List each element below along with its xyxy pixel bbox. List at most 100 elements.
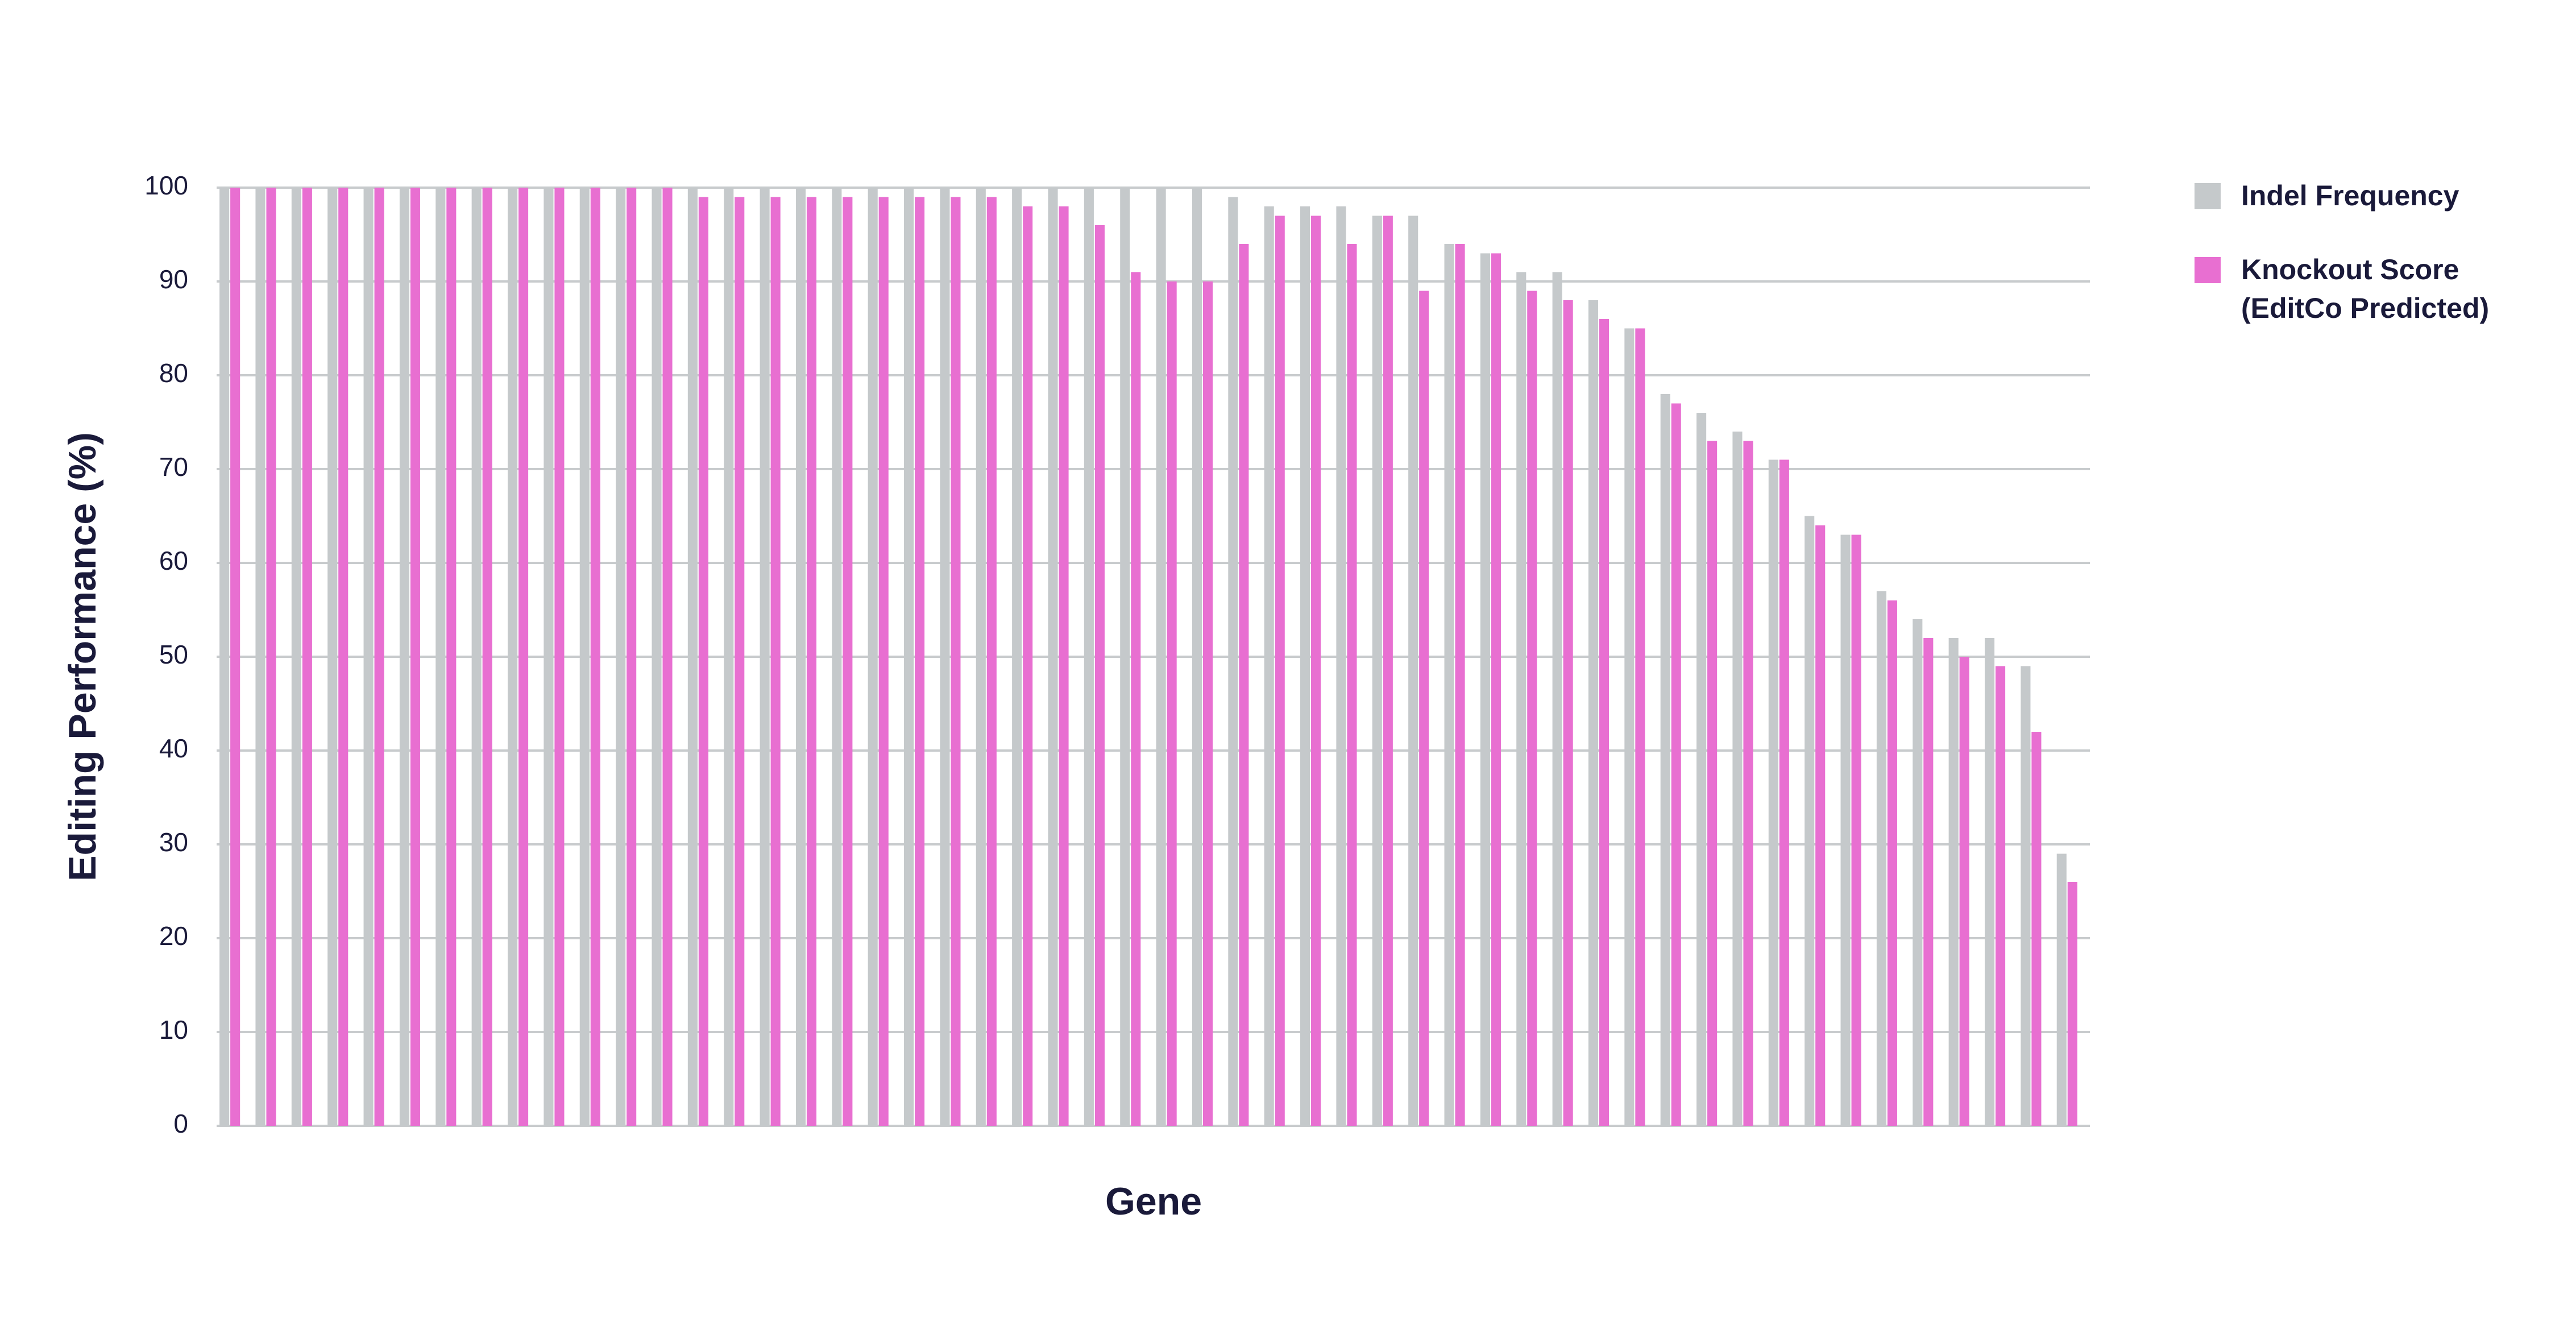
y-tick-label: 90 xyxy=(159,264,188,294)
bar xyxy=(1671,403,1681,1126)
bar xyxy=(1228,197,1238,1126)
bar xyxy=(1408,215,1418,1126)
bar xyxy=(795,188,806,1126)
bar xyxy=(832,188,842,1126)
bar xyxy=(1887,600,1897,1126)
bar xyxy=(976,188,986,1126)
y-tick-label: 100 xyxy=(144,171,188,200)
bar xyxy=(435,188,446,1126)
bar xyxy=(302,188,312,1126)
bar xyxy=(1696,413,1707,1126)
bar xyxy=(1552,272,1562,1126)
bar xyxy=(579,188,590,1126)
bar xyxy=(1851,534,1861,1126)
bar xyxy=(915,197,925,1126)
bar xyxy=(940,188,950,1126)
bar xyxy=(735,197,745,1126)
bar xyxy=(1059,206,1069,1126)
y-tick-label: 30 xyxy=(159,827,188,857)
bar xyxy=(1768,459,1778,1126)
bar xyxy=(1959,657,1969,1126)
bar xyxy=(1516,272,1526,1126)
bar xyxy=(1311,215,1321,1126)
bar xyxy=(698,197,708,1126)
bar xyxy=(327,188,338,1126)
y-tick-label: 60 xyxy=(159,546,188,575)
bar xyxy=(1599,319,1610,1126)
y-tick-label: 10 xyxy=(159,1015,188,1045)
bar xyxy=(1239,244,1249,1126)
y-tick-label: 20 xyxy=(159,921,188,951)
bar xyxy=(1455,244,1465,1126)
bar xyxy=(1948,638,1959,1126)
bar xyxy=(1984,638,1995,1126)
bar xyxy=(507,188,518,1126)
bar xyxy=(1383,215,1393,1126)
bar xyxy=(951,197,961,1126)
bar xyxy=(760,188,770,1126)
legend-label: Knockout Score (EditCo Predicted) xyxy=(2241,254,2490,324)
bar xyxy=(2021,666,2031,1126)
bar xyxy=(446,188,457,1126)
bar xyxy=(291,188,301,1126)
bar xyxy=(1012,188,1022,1126)
bar xyxy=(338,188,349,1126)
bar xyxy=(1264,206,1274,1126)
bar xyxy=(627,188,637,1126)
bar xyxy=(554,188,565,1126)
bar xyxy=(1372,215,1382,1126)
bar xyxy=(986,197,997,1126)
bar xyxy=(1840,534,1851,1126)
bar xyxy=(1480,253,1490,1126)
bar xyxy=(230,188,240,1126)
legend: Indel Frequency Knockout Score (EditCo Pr… xyxy=(2195,176,2560,363)
bar xyxy=(255,188,266,1126)
bar xyxy=(1660,394,1670,1126)
bar xyxy=(1635,328,1645,1126)
y-tick-label: 80 xyxy=(159,358,188,388)
bar xyxy=(724,188,734,1126)
bar xyxy=(616,188,626,1126)
bar xyxy=(2056,853,2067,1126)
bar xyxy=(2031,732,2042,1126)
bar xyxy=(544,188,554,1126)
y-tick-label: 40 xyxy=(159,733,188,763)
bar xyxy=(1923,638,1934,1126)
bar xyxy=(1275,215,1285,1126)
bar xyxy=(471,188,482,1126)
y-axis-title: Editing Performance (%) xyxy=(61,432,104,881)
bar xyxy=(1779,459,1789,1126)
bar xyxy=(266,188,276,1126)
legend-item: Knockout Score (EditCo Predicted) xyxy=(2195,250,2560,328)
bar xyxy=(1995,666,2006,1126)
bar xyxy=(1167,281,1177,1126)
x-axis-title: Gene xyxy=(1105,1180,1202,1223)
bar xyxy=(1084,188,1094,1126)
bar xyxy=(1527,291,1537,1126)
bar xyxy=(399,188,410,1126)
bar xyxy=(2067,882,2077,1126)
bar xyxy=(1300,206,1310,1126)
bar xyxy=(843,197,853,1126)
bar xyxy=(687,188,698,1126)
bar xyxy=(482,188,492,1126)
bar xyxy=(590,188,600,1126)
bar xyxy=(878,197,889,1126)
bar xyxy=(363,188,374,1126)
bar xyxy=(410,188,421,1126)
bar xyxy=(770,197,781,1126)
bar xyxy=(1732,432,1743,1126)
bar xyxy=(1563,300,1573,1126)
y-tick-label: 70 xyxy=(159,452,188,482)
bar xyxy=(1094,225,1105,1126)
bar xyxy=(1023,206,1033,1126)
y-tick-label: 0 xyxy=(173,1109,188,1138)
bar xyxy=(1202,281,1213,1126)
legend-label: Indel Frequency xyxy=(2241,180,2459,212)
bar xyxy=(662,188,673,1126)
bar xyxy=(1743,441,1753,1126)
bar xyxy=(1805,516,1815,1126)
legend-swatch xyxy=(2195,183,2221,209)
bar xyxy=(1815,525,1826,1126)
